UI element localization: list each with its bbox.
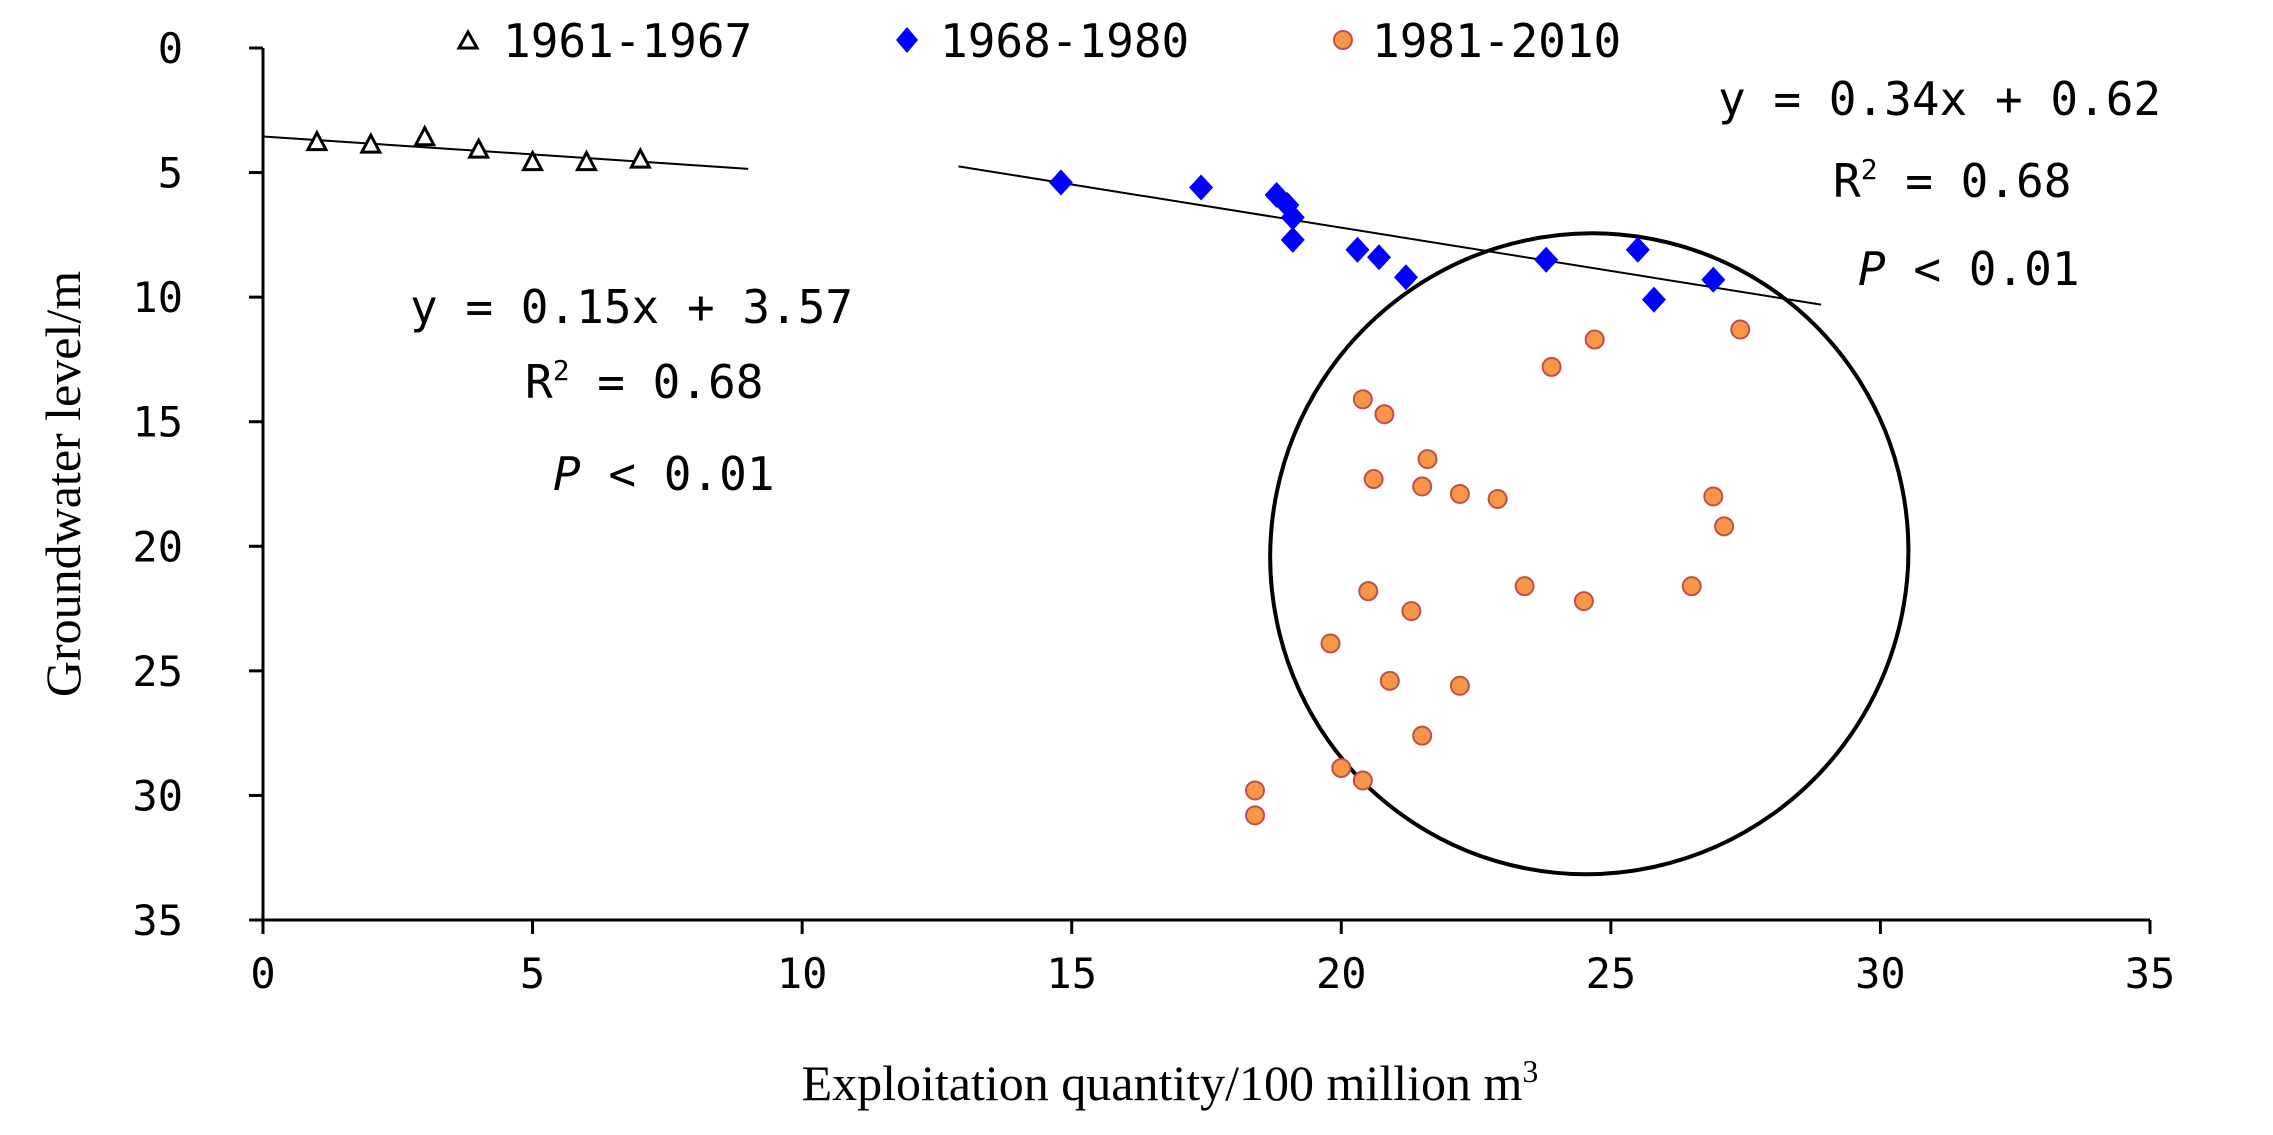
legend-marker-1968-1980 — [896, 27, 918, 53]
r-squared-value: = 0.68 — [570, 355, 764, 409]
point-1968-1980 — [1534, 246, 1559, 273]
ticks: 0 5 10 15 20 25 30 35 0 5 10 15 20 25 30 35 — [132, 24, 2175, 998]
point-1961-1967 — [521, 149, 545, 172]
y-tick-label: 5 — [158, 149, 183, 198]
y-tick-label: 10 — [132, 273, 183, 322]
point-1961-1967 — [628, 146, 652, 169]
point-1981-2010 — [1358, 581, 1379, 602]
x-tick-label: 20 — [1316, 949, 1367, 998]
point-1968-1980 — [1048, 169, 1073, 196]
y-tick-label: 35 — [132, 896, 183, 945]
r-squared-sup: 2 — [553, 354, 570, 387]
point-1981-2010 — [1714, 516, 1735, 537]
r-squared-label: R — [525, 355, 553, 409]
point-1981-2010 — [1417, 449, 1438, 470]
point-1981-2010 — [1401, 601, 1422, 622]
highlight-ellipse — [1268, 231, 1911, 877]
x-tick-label: 15 — [1046, 949, 1097, 998]
point-1968-1980 — [1701, 266, 1726, 293]
p-value: < 0.01 — [581, 447, 775, 501]
point-1968-1980 — [1280, 226, 1305, 253]
point-1981-2010 — [1584, 329, 1605, 350]
x-axis-title: Exploitation quantity/100 million m3 — [802, 1053, 1539, 1111]
annotation-1961-1967: y = 0.15x + 3.57 R2 = 0.68 P < 0.01 — [410, 280, 853, 501]
point-1981-2010 — [1514, 576, 1535, 597]
point-1981-2010 — [1412, 476, 1433, 497]
point-1981-2010 — [1374, 404, 1395, 425]
point-1981-2010 — [1412, 725, 1433, 746]
point-1961-1967 — [359, 131, 383, 154]
legend-label-1981-2010: 1981-2010 — [1372, 14, 1621, 68]
x-tick-label: 35 — [2125, 949, 2176, 998]
point-1968-1980 — [1345, 236, 1370, 263]
point-1981-2010 — [1331, 758, 1352, 779]
point-1981-2010 — [1449, 675, 1470, 696]
p-value: < 0.01 — [1886, 242, 2080, 296]
point-1981-2010 — [1703, 486, 1724, 507]
legend-marker-1981-2010 — [1333, 30, 1353, 50]
equation-text: y = 0.15x + 3.57 — [410, 280, 853, 334]
annotation-1968-1980: y = 0.34x + 0.62 R2 = 0.68 P < 0.01 — [1718, 72, 2161, 296]
point-1961-1967 — [305, 129, 329, 152]
equation-text: y = 0.34x + 0.62 — [1718, 72, 2161, 126]
point-1961-1967 — [413, 124, 437, 147]
x-axis-title-sup: 3 — [1522, 1053, 1538, 1089]
x-axis-title-main: Exploitation quantity/100 million m — [802, 1055, 1523, 1111]
y-tick-label: 25 — [132, 647, 183, 696]
point-1968-1980 — [1393, 264, 1418, 291]
ellipse-layer — [1268, 231, 1911, 877]
point-1961-1967 — [467, 136, 491, 159]
y-tick-label: 15 — [132, 398, 183, 447]
point-1981-2010 — [1730, 319, 1751, 340]
trend-1961-1967-line — [262, 135, 749, 170]
trend-1968-1980-line — [958, 165, 1822, 306]
point-1981-2010 — [1379, 670, 1400, 691]
x-tick-label: 30 — [1855, 949, 1906, 998]
p-value-text: P < 0.01 — [1858, 242, 2080, 296]
trendlines — [262, 135, 1822, 306]
p-label: P — [1858, 242, 1886, 296]
r-squared-value: = 0.68 — [1878, 154, 2072, 208]
y-axis-title: Groundwater level/m — [35, 271, 91, 697]
x-tick-label: 25 — [1586, 949, 1637, 998]
point-1968-1980 — [1641, 286, 1666, 313]
y-tick-label: 30 — [132, 771, 183, 820]
r-squared-text: R2 = 0.68 — [525, 354, 763, 409]
r-squared-sup: 2 — [1861, 153, 1878, 186]
point-1981-2010 — [1245, 805, 1266, 826]
axes — [261, 48, 2150, 922]
point-1981-2010 — [1573, 591, 1594, 612]
x-tick-label: 5 — [520, 949, 545, 998]
y-tick-label: 20 — [132, 522, 183, 571]
legend-label-1961-1967: 1961-1967 — [503, 14, 752, 68]
point-1981-2010 — [1487, 488, 1508, 509]
legend-label-1968-1980: 1968-1980 — [940, 14, 1189, 68]
point-1968-1980 — [1367, 244, 1392, 271]
x-tick-label: 10 — [777, 949, 828, 998]
point-1981-2010 — [1681, 576, 1702, 597]
point-1981-2010 — [1320, 633, 1341, 654]
point-1981-2010 — [1352, 389, 1373, 410]
point-1981-2010 — [1541, 356, 1562, 377]
legend: 1961-1967 1968-1980 1981-2010 — [456, 14, 1621, 68]
r-squared-text: R2 = 0.68 — [1833, 153, 2071, 208]
point-1968-1980 — [1189, 174, 1214, 201]
point-1981-2010 — [1245, 780, 1266, 801]
data-points — [305, 124, 1751, 826]
point-1961-1967 — [574, 149, 598, 172]
p-value-text: P < 0.01 — [553, 447, 775, 501]
x-tick-label: 0 — [250, 949, 275, 998]
p-label: P — [553, 447, 581, 501]
r-squared-label: R — [1833, 154, 1861, 208]
point-1981-2010 — [1352, 770, 1373, 791]
point-1981-2010 — [1363, 469, 1384, 490]
point-1968-1980 — [1280, 204, 1305, 231]
point-1968-1980 — [1625, 236, 1650, 263]
point-1981-2010 — [1449, 483, 1470, 504]
y-tick-label: 0 — [158, 24, 183, 73]
legend-marker-1961-1967 — [456, 28, 480, 50]
